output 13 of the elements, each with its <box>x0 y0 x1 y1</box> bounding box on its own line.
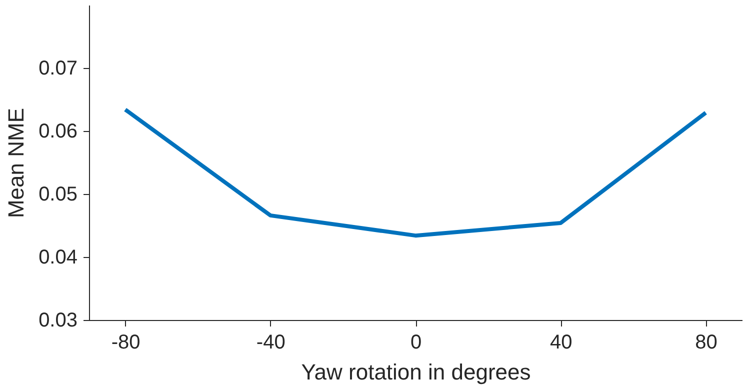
x-tick-label: 40 <box>550 332 572 354</box>
y-axis-title: Mean NME <box>4 108 29 218</box>
y-tick-label: 0.06 <box>38 120 78 142</box>
y-tick-label: 0.05 <box>38 184 78 206</box>
y-tick-label: 0.03 <box>38 310 78 332</box>
line-series <box>123 108 708 238</box>
x-axis-title: Yaw rotation in degrees <box>301 360 531 384</box>
y-tick-label: 0.07 <box>38 58 78 80</box>
x-tick-label: -80 <box>111 332 140 354</box>
x-tick-label: 80 <box>695 332 718 354</box>
x-tick-label: -40 <box>256 332 286 354</box>
x-tick-label: 0 <box>410 332 422 354</box>
y-tick-label: 0.04 <box>38 246 78 268</box>
